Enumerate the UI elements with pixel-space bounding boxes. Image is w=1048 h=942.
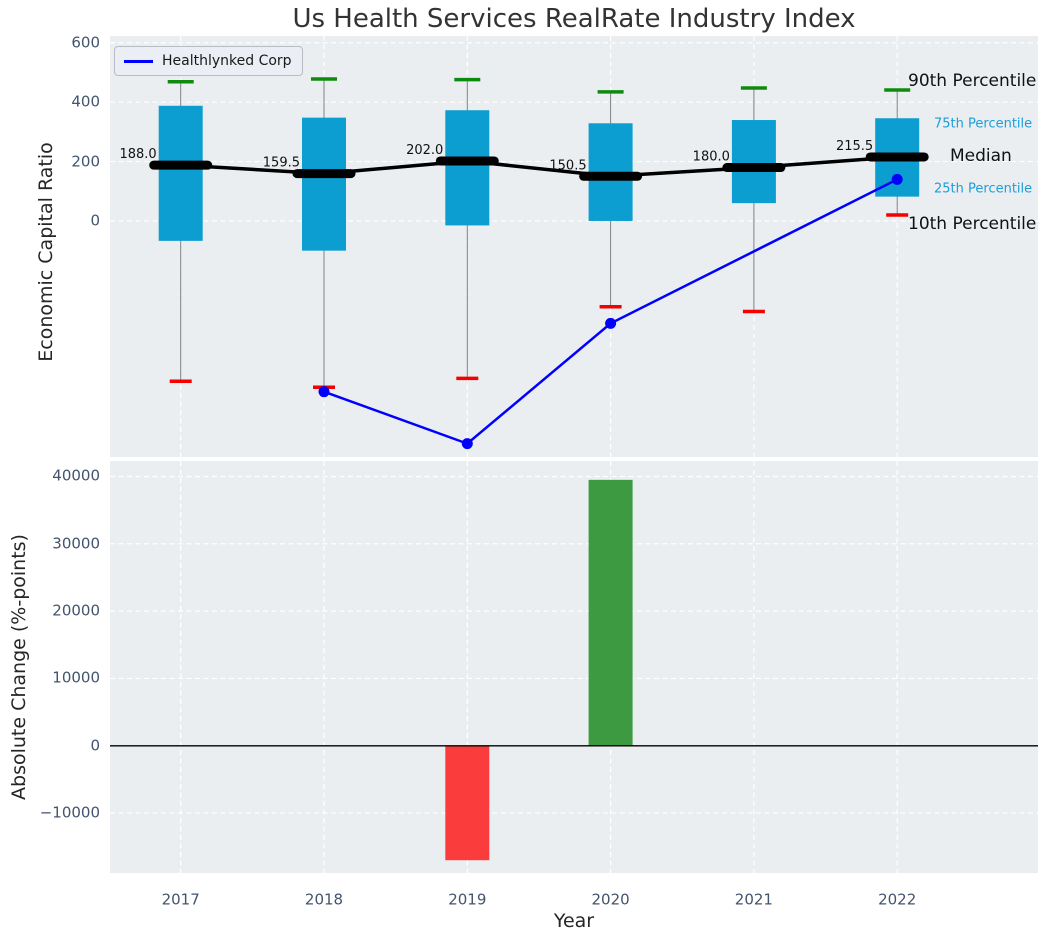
legend-line-swatch xyxy=(124,59,153,63)
x-tick-label-year: 2017 xyxy=(161,890,200,909)
x-tick-label-year: 2019 xyxy=(448,890,487,909)
legend: Healthlynked Corp xyxy=(114,46,303,76)
median-value-label: 202.0 xyxy=(406,143,443,158)
percentile-chart-canvas: 188.0 159.5 202.0 150.5 180.0 215.5 xyxy=(110,36,1038,457)
annotation-90th-percentile: 90th Percentile xyxy=(908,71,1037,91)
median-value-label: 215.5 xyxy=(836,139,873,154)
median-value-label: 188.0 xyxy=(119,147,156,162)
company-line xyxy=(323,178,898,446)
median-value-label: 150.5 xyxy=(549,158,586,173)
bottom-axes xyxy=(110,461,1038,873)
y-tick-label-top: 200 xyxy=(71,152,100,171)
x-tick-label-year: 2021 xyxy=(734,890,773,909)
company-point xyxy=(605,317,617,329)
y-tick-label-bottom: 30000 xyxy=(52,534,100,553)
iqr-box xyxy=(731,120,776,204)
x-tick-label-year: 2020 xyxy=(591,890,630,909)
y-axis-label-top: Economic Capital Ratio xyxy=(35,142,57,362)
y-tick-label-bottom: 20000 xyxy=(52,601,100,620)
y-tick-label-bottom: 0 xyxy=(90,736,100,755)
iqr-box xyxy=(445,110,490,226)
iqr-box xyxy=(302,117,346,251)
y-tick-label-bottom: 40000 xyxy=(52,466,100,485)
annotation-median: Median xyxy=(950,146,1012,166)
median-value-label: 159.5 xyxy=(263,156,300,171)
change-bar-positive xyxy=(588,479,633,746)
annotation-10th-percentile: 10th Percentile xyxy=(908,214,1037,234)
company-point xyxy=(318,386,330,398)
top-axes: 188.0 159.5 202.0 150.5 180.0 215.5 xyxy=(110,36,1038,457)
median-value-label: 180.0 xyxy=(693,150,730,165)
change-bar-negative xyxy=(445,745,490,861)
y-tick-label-bottom: −10000 xyxy=(39,803,100,822)
y-tick-label-top: 400 xyxy=(71,92,100,111)
x-axis-label: Year xyxy=(553,910,595,932)
y-axis-label-bottom: Absolute Change (%-points) xyxy=(8,534,30,800)
x-tick-label-year: 2022 xyxy=(878,890,917,909)
y-tick-label-top: 0 xyxy=(90,211,100,230)
iqr-box xyxy=(158,105,203,241)
x-tick-label-year: 2018 xyxy=(304,890,344,909)
annotation-25th-percentile: 25th Percentile xyxy=(934,181,1033,197)
company-point xyxy=(891,173,903,185)
company-point xyxy=(461,438,473,450)
y-tick-label-bottom: 10000 xyxy=(52,668,100,687)
bar-chart-canvas xyxy=(110,461,1038,873)
y-tick-label-top: 600 xyxy=(71,33,100,52)
chart-title: Us Health Services RealRate Industry Ind… xyxy=(292,4,856,34)
legend-label: Healthlynked Corp xyxy=(162,53,292,69)
annotation-75th-percentile: 75th Percentile xyxy=(934,116,1033,132)
